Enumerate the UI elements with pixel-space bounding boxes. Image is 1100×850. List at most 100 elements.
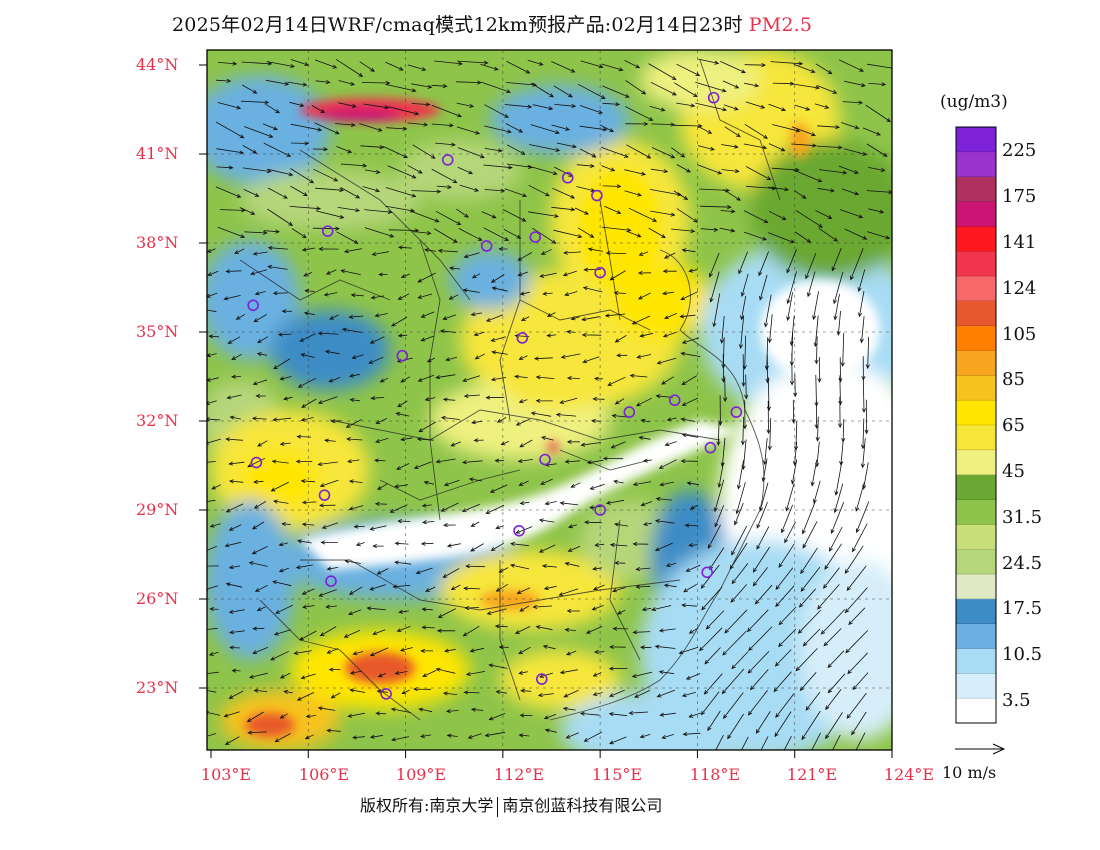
- wind-arrow: [463, 252, 480, 259]
- wind-arrow: [420, 733, 432, 739]
- wind-arrow: [566, 329, 576, 334]
- wind-arrow: [807, 271, 816, 298]
- wind-arrow: [517, 252, 533, 261]
- wind-arrow: [772, 124, 801, 133]
- wind-arrow: [207, 400, 217, 405]
- wind-arrow: [730, 584, 748, 603]
- wind-arrow: [270, 650, 289, 661]
- wind-arrow: [250, 269, 268, 276]
- wind-arrow: [413, 461, 432, 469]
- wind-arrow: [705, 610, 725, 630]
- wind-arrow: [317, 461, 338, 467]
- colorbar-unit: (ug/m3): [940, 92, 1008, 112]
- wind-arrow: [371, 251, 389, 256]
- wind-arrow: [793, 190, 807, 199]
- wind-arrow: [802, 501, 816, 535]
- wind-arrow: [582, 356, 600, 364]
- wind-arrow: [494, 458, 505, 463]
- colorbar-label: 10.5: [1002, 644, 1043, 665]
- wind-arrow: [377, 673, 387, 678]
- wind-arrow: [207, 461, 216, 464]
- wind-arrow: [474, 353, 485, 360]
- wind-arrow: [740, 295, 747, 321]
- wind-arrow: [564, 561, 580, 567]
- wind-arrow: [223, 295, 241, 301]
- wind-arrow: [299, 333, 316, 342]
- wind-arrow: [247, 457, 266, 468]
- wind-arrow: [369, 647, 389, 657]
- wind-arrow: [379, 377, 389, 383]
- colorbar-swatch: [956, 325, 996, 351]
- wind-arrow: [348, 609, 362, 616]
- wind-arrow: [680, 291, 699, 300]
- wind-arrow: [846, 565, 867, 592]
- wind-arrow: [819, 169, 848, 175]
- wind-arrow: [252, 646, 269, 654]
- colorbar-label: 31.5: [1002, 507, 1043, 528]
- wind-arrow: [518, 733, 530, 738]
- wind-arrow: [266, 61, 296, 68]
- wind-arrow: [228, 565, 241, 570]
- wind-arrow: [350, 293, 364, 298]
- wind-arrow: [347, 712, 366, 718]
- wind-arrow: [283, 396, 293, 401]
- wind-arrow: [336, 231, 359, 244]
- wind-arrow: [520, 688, 532, 693]
- wind-arrow: [600, 146, 629, 158]
- wind-arrow: [303, 311, 315, 316]
- wind-arrow: [546, 312, 556, 317]
- wind-arrow: [375, 417, 388, 424]
- wind-arrow: [795, 210, 823, 228]
- wind-arrow: [614, 335, 627, 343]
- wind-arrow: [731, 525, 748, 556]
- wind-arrow: [465, 671, 486, 676]
- wind-arrow: [394, 484, 409, 489]
- wind-arrow: [484, 148, 503, 153]
- wind-arrow: [272, 417, 292, 422]
- wind-arrow: [412, 230, 432, 236]
- wind-arrow: [369, 734, 384, 739]
- wind-arrow: [440, 502, 459, 512]
- wind-arrow: [207, 377, 219, 382]
- wind-arrow: [207, 309, 217, 313]
- wind-arrow: [535, 398, 553, 403]
- city-marker: [561, 171, 574, 184]
- wind-arrow: [348, 373, 360, 378]
- wind-arrow: [740, 273, 749, 298]
- wind-arrow: [592, 691, 603, 696]
- wind-arrow: [209, 523, 221, 528]
- wind-arrow: [252, 379, 268, 386]
- wind-arrow: [498, 246, 508, 252]
- wind-arrow: [724, 126, 741, 138]
- wind-arrow: [774, 649, 792, 667]
- wind-arrow: [436, 628, 456, 633]
- wind-arrow: [483, 164, 513, 170]
- wind-arrow: [701, 586, 723, 611]
- wind-arrow: [242, 167, 272, 174]
- wind-arrow: [374, 458, 386, 463]
- wind-arrow: [823, 628, 842, 647]
- wind-arrow: [370, 396, 385, 401]
- wind-arrow: [833, 271, 844, 305]
- wind-arrow: [642, 521, 652, 527]
- lon-label: 106°E: [298, 765, 350, 784]
- wind-arrow: [802, 521, 818, 549]
- wind-arrow: [520, 316, 530, 322]
- wind-arrow: [544, 501, 557, 506]
- wind-arrow: [722, 80, 740, 89]
- wind-arrow: [664, 441, 677, 447]
- wind-arrow: [626, 230, 642, 238]
- wind-arrow: [697, 164, 723, 175]
- wind-arrow: [565, 732, 579, 739]
- colorbar-label: 17.5: [1002, 598, 1043, 619]
- wind-arrow: [814, 336, 819, 365]
- wind-arrow: [635, 397, 652, 407]
- wind-arrow: [369, 525, 387, 531]
- wind-arrow: [330, 419, 341, 424]
- wind-arrow: [820, 609, 846, 635]
- wind-arrow: [318, 589, 337, 597]
- colorbar-swatch: [956, 623, 996, 649]
- wind-arrow: [612, 587, 626, 593]
- wind-arrow: [519, 439, 533, 448]
- wind-arrow: [349, 397, 360, 403]
